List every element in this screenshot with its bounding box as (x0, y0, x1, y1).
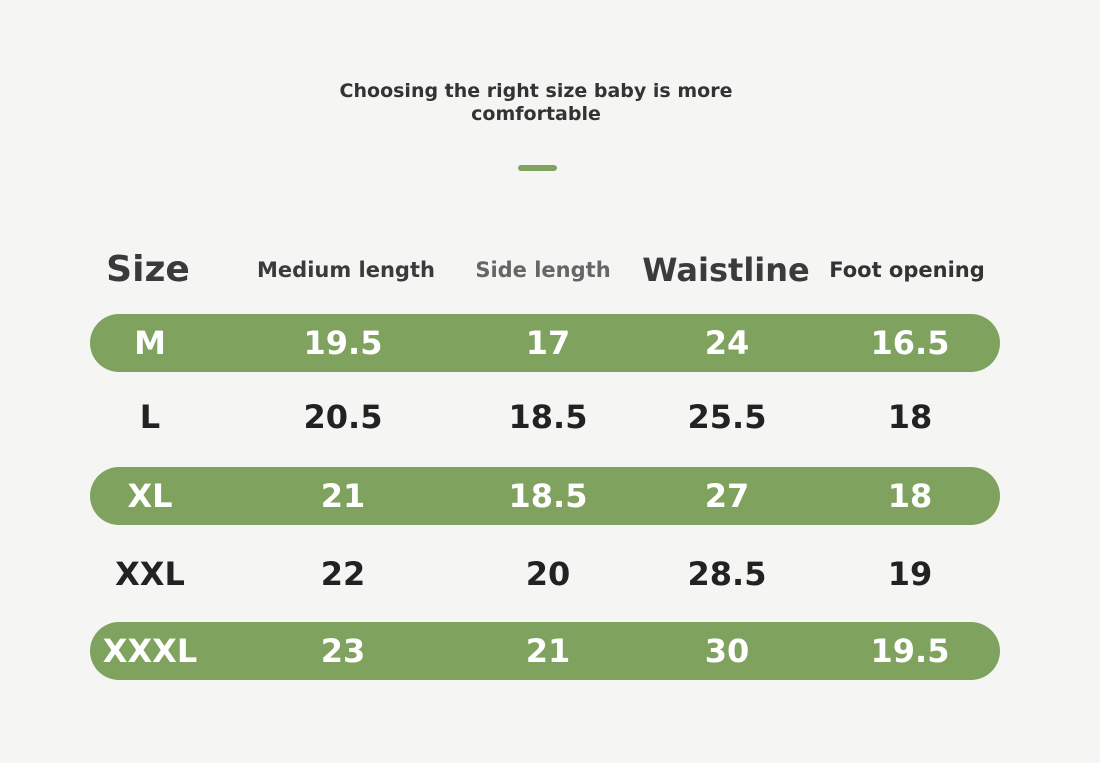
cell-size: XXL (115, 555, 185, 593)
cell-medium-length: 20.5 (303, 398, 383, 436)
cell-foot-opening: 19.5 (870, 632, 950, 670)
cell-foot-opening: 19 (887, 555, 933, 593)
header-foot-opening: Foot opening (829, 258, 985, 282)
table-row: XXL 22 20 28.5 19 (90, 545, 1000, 603)
cell-size: XXXL (102, 632, 198, 670)
cell-waistline: 24 (704, 324, 750, 362)
table-header-row: Size Medium length Side length Waistline… (90, 247, 1000, 293)
page-title: Choosing the right size baby is more com… (339, 80, 733, 125)
cell-waistline: 25.5 (687, 398, 767, 436)
cell-size: L (139, 398, 161, 436)
cell-medium-length: 23 (320, 632, 366, 670)
cell-medium-length: 19.5 (303, 324, 383, 362)
title-accent-divider (518, 165, 557, 171)
table-row: XXXL 23 21 30 19.5 (90, 622, 1000, 680)
header-medium-length: Medium length (257, 258, 435, 282)
header-size: Size (106, 249, 190, 290)
cell-side-length: 17 (525, 324, 571, 362)
cell-waistline: 27 (704, 477, 750, 515)
cell-size: XL (127, 477, 173, 515)
cell-side-length: 18.5 (508, 398, 588, 436)
header-side-length: Side length (475, 258, 611, 282)
cell-side-length: 20 (525, 555, 571, 593)
header-waistline: Waistline (642, 251, 810, 289)
cell-side-length: 21 (525, 632, 571, 670)
cell-medium-length: 22 (320, 555, 366, 593)
cell-size: M (134, 324, 166, 362)
cell-side-length: 18.5 (508, 477, 588, 515)
table-row: XL 21 18.5 27 18 (90, 467, 1000, 525)
cell-foot-opening: 18 (887, 477, 933, 515)
table-row: M 19.5 17 24 16.5 (90, 314, 1000, 372)
cell-medium-length: 21 (320, 477, 366, 515)
cell-foot-opening: 18 (887, 398, 933, 436)
cell-foot-opening: 16.5 (870, 324, 950, 362)
table-row: L 20.5 18.5 25.5 18 (90, 388, 1000, 446)
cell-waistline: 28.5 (687, 555, 767, 593)
cell-waistline: 30 (704, 632, 750, 670)
